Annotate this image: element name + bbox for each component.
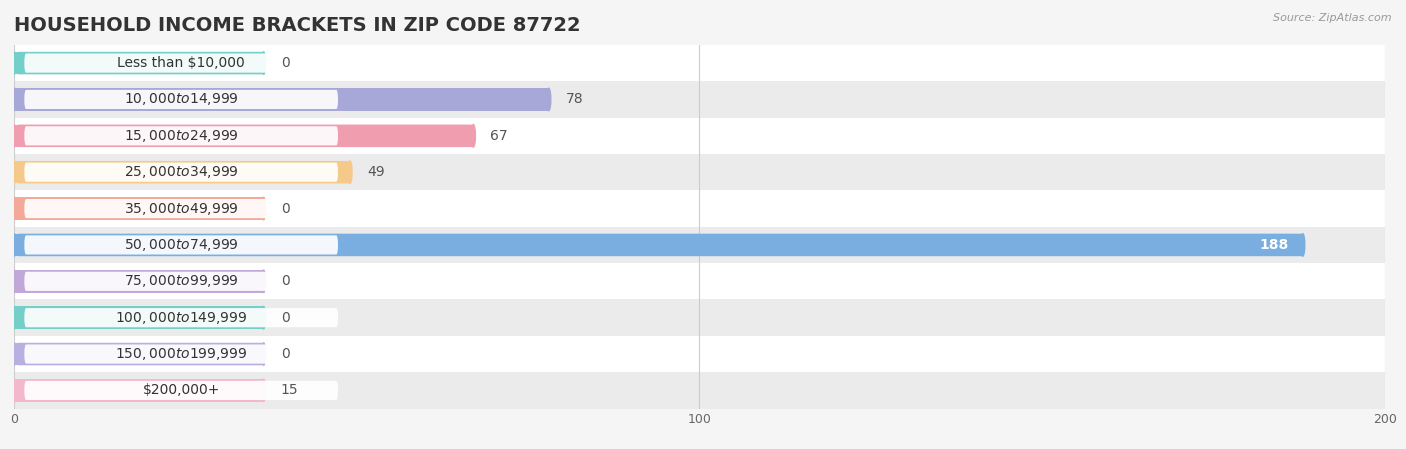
Text: 78: 78: [565, 92, 583, 106]
FancyBboxPatch shape: [24, 163, 337, 182]
Circle shape: [11, 343, 17, 365]
FancyBboxPatch shape: [17, 379, 263, 402]
Text: 67: 67: [491, 129, 508, 143]
FancyBboxPatch shape: [17, 88, 548, 111]
Text: Less than $10,000: Less than $10,000: [117, 56, 245, 70]
Text: 0: 0: [281, 56, 290, 70]
Text: $25,000 to $34,999: $25,000 to $34,999: [124, 164, 239, 180]
Text: 188: 188: [1260, 238, 1289, 252]
FancyBboxPatch shape: [17, 343, 263, 365]
Bar: [14, 233, 1303, 256]
Circle shape: [11, 306, 17, 329]
Bar: [14, 161, 350, 184]
FancyBboxPatch shape: [24, 126, 337, 145]
FancyBboxPatch shape: [17, 270, 263, 293]
Text: 0: 0: [281, 274, 290, 288]
Bar: [14, 45, 1385, 81]
Circle shape: [11, 88, 17, 111]
Text: $50,000 to $74,999: $50,000 to $74,999: [124, 237, 239, 253]
Text: $100,000 to $149,999: $100,000 to $149,999: [115, 310, 247, 326]
Text: 0: 0: [281, 311, 290, 325]
FancyBboxPatch shape: [17, 52, 263, 75]
Circle shape: [11, 161, 17, 184]
FancyBboxPatch shape: [24, 235, 337, 255]
Circle shape: [11, 197, 17, 220]
Text: HOUSEHOLD INCOME BRACKETS IN ZIP CODE 87722: HOUSEHOLD INCOME BRACKETS IN ZIP CODE 87…: [14, 16, 581, 35]
Circle shape: [347, 161, 352, 184]
Bar: [14, 270, 263, 293]
FancyBboxPatch shape: [24, 199, 337, 218]
Circle shape: [11, 52, 17, 75]
Circle shape: [11, 233, 17, 256]
Bar: [14, 118, 1385, 154]
Text: $75,000 to $99,999: $75,000 to $99,999: [124, 273, 239, 289]
Text: 0: 0: [281, 347, 290, 361]
FancyBboxPatch shape: [17, 233, 1303, 256]
Bar: [14, 81, 1385, 118]
Circle shape: [262, 52, 266, 75]
Circle shape: [262, 379, 266, 402]
FancyBboxPatch shape: [24, 90, 337, 109]
Circle shape: [262, 306, 266, 329]
Bar: [14, 190, 1385, 227]
FancyBboxPatch shape: [24, 308, 337, 327]
FancyBboxPatch shape: [24, 272, 337, 291]
Circle shape: [11, 270, 17, 293]
FancyBboxPatch shape: [17, 124, 474, 147]
Bar: [14, 336, 1385, 372]
Circle shape: [262, 343, 266, 365]
Circle shape: [1301, 233, 1305, 256]
Bar: [14, 299, 1385, 336]
Circle shape: [262, 270, 266, 293]
Bar: [14, 227, 1385, 263]
Circle shape: [547, 88, 551, 111]
Circle shape: [11, 124, 17, 147]
Bar: [14, 372, 1385, 409]
Bar: [14, 154, 1385, 190]
Text: $200,000+: $200,000+: [142, 383, 219, 397]
Circle shape: [471, 124, 475, 147]
Bar: [14, 379, 263, 402]
Text: $15,000 to $24,999: $15,000 to $24,999: [124, 128, 239, 144]
Text: $10,000 to $14,999: $10,000 to $14,999: [124, 92, 239, 107]
Bar: [14, 197, 263, 220]
Bar: [14, 88, 548, 111]
Bar: [14, 263, 1385, 299]
Circle shape: [262, 197, 266, 220]
FancyBboxPatch shape: [17, 161, 350, 184]
Text: $35,000 to $49,999: $35,000 to $49,999: [124, 201, 239, 216]
FancyBboxPatch shape: [24, 381, 337, 400]
Text: 49: 49: [367, 165, 385, 179]
FancyBboxPatch shape: [17, 197, 263, 220]
FancyBboxPatch shape: [24, 344, 337, 364]
Text: 15: 15: [281, 383, 298, 397]
Circle shape: [11, 379, 17, 402]
Bar: [14, 52, 263, 75]
FancyBboxPatch shape: [24, 53, 337, 73]
Text: $150,000 to $199,999: $150,000 to $199,999: [115, 346, 247, 362]
Bar: [14, 306, 263, 329]
Bar: [14, 343, 263, 365]
Text: 0: 0: [281, 202, 290, 216]
Bar: [14, 124, 474, 147]
Text: Source: ZipAtlas.com: Source: ZipAtlas.com: [1274, 13, 1392, 23]
FancyBboxPatch shape: [17, 306, 263, 329]
